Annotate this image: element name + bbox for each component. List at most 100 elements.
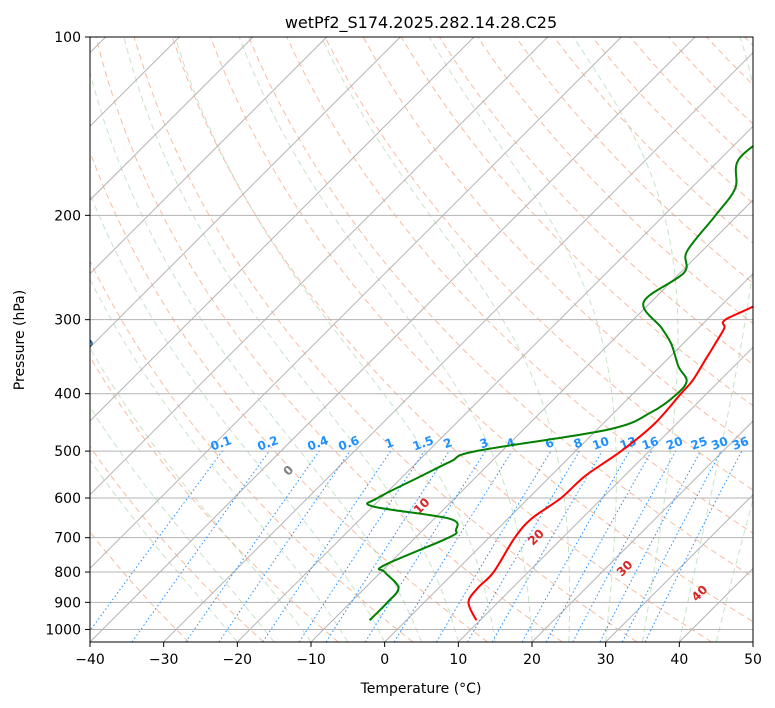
- mixing-ratio-label: 25: [689, 434, 709, 453]
- x-tick-label: −40: [75, 652, 105, 668]
- isotherm-line: [310, 199, 753, 642]
- x-tick-label: 40: [670, 652, 688, 668]
- moist-adiabat-line: [90, 278, 349, 642]
- isotherm-line: [605, 493, 753, 642]
- mixing-ratio-line: [185, 450, 320, 642]
- isotherm-line: [531, 420, 753, 642]
- dry-adiabat-line: [133, 37, 638, 642]
- moist-adiabat-line: [678, 37, 753, 642]
- isotherm-line: [90, 37, 622, 570]
- mixing-ratio-line: [90, 450, 223, 632]
- moist-adiabat-line: [572, 37, 679, 642]
- y-tick-label: 900: [54, 595, 81, 611]
- mixing-ratio-label: 0.4: [306, 433, 331, 453]
- x-axis: −40 −30 −20 −10 0 10 20 30 40 50: [75, 642, 762, 668]
- mixing-ratio-line: [325, 450, 450, 642]
- moist-adiabat-line: [238, 37, 533, 642]
- isotherm-line: [90, 37, 549, 496]
- mixing-ratio-line: [644, 450, 743, 642]
- isotherm-line: [90, 37, 328, 275]
- y-tick-label: 1000: [45, 622, 81, 638]
- dry-adiabat-line: [90, 445, 264, 642]
- mixing-ratio-line: [131, 450, 270, 642]
- mixing-ratio-label: 0.2: [256, 433, 281, 453]
- mixing-ratio-labels: 0.1 0.2 0.4 0.6 1 1.5 2 3 4 6 8 10 13 16 20 25 30 36: [209, 433, 751, 453]
- mixing-ratio-lines: [90, 450, 743, 642]
- mixing-ratio-line: [521, 450, 630, 642]
- chart-title: wetPf2_S174.2025.282.14.28.C25: [285, 13, 557, 33]
- moist-adiabat-line: [428, 37, 617, 642]
- mixing-ratio-line: [218, 450, 351, 642]
- mixing-ratio-label: 20: [664, 434, 684, 453]
- isotherm-line: [384, 272, 753, 642]
- isotherm-line: [457, 346, 753, 642]
- dewpoint-line: [365, 144, 753, 621]
- dry-adiabat-labels: -100-90-80-70-60-50-40-30-20-10: [72, 335, 97, 360]
- y-tick-label: 300: [54, 313, 81, 329]
- moist-adiabat-line: [90, 70, 422, 642]
- mixing-ratio-line: [393, 450, 513, 642]
- y-tick-label: 700: [54, 531, 81, 547]
- x-tick-label: −30: [149, 652, 179, 668]
- x-axis-label: Temperature (°C): [360, 681, 482, 697]
- dry-adiabats: [90, 37, 753, 642]
- moist-adiabat-line: [90, 406, 275, 642]
- dry-adiabat-line: [210, 37, 753, 623]
- mixing-ratio-line: [298, 450, 425, 642]
- y-tick-label: 200: [54, 208, 81, 224]
- isotherm-line: [163, 51, 753, 642]
- mixing-ratio-label: 10: [591, 434, 611, 453]
- dry-adiabat-line: [515, 37, 753, 284]
- plot-area: -100-90-80-70-60-50-40-30-20-10 0.1 0.2 0.…: [72, 37, 753, 642]
- mixing-ratio-label: 36: [730, 434, 750, 453]
- dry-adiabat-line: [90, 259, 414, 642]
- y-tick-label: 600: [54, 491, 81, 507]
- moist-adiabat-line: [320, 37, 571, 642]
- temperature-line: [467, 305, 753, 621]
- profile-series: [365, 144, 753, 621]
- y-tick-label: 500: [54, 444, 81, 460]
- mixing-ratio-line: [572, 450, 677, 642]
- moist-adiabat-line: [90, 459, 238, 642]
- x-tick-label: 50: [744, 652, 762, 668]
- isotherm-grid: [90, 37, 753, 642]
- isobar-grid: [90, 37, 753, 630]
- moist-adiabat-line: [123, 37, 459, 642]
- x-tick-label: −20: [223, 652, 253, 668]
- mixing-ratio-line: [545, 450, 653, 642]
- x-tick-label: 10: [449, 652, 467, 668]
- y-axis-label: Pressure (hPa): [12, 290, 28, 390]
- mixing-ratio-label: 30: [709, 434, 729, 453]
- dry-adiabat-line: [248, 37, 753, 578]
- isotherm-line: [236, 125, 753, 642]
- y-axis: 1000 900 800 700 600 500 400 300 200 100: [45, 30, 90, 638]
- dry-adiabat-line: [286, 37, 753, 534]
- dry-adiabat-line: [90, 356, 339, 642]
- dry-adiabat-line: [171, 37, 712, 642]
- y-tick-label: 400: [54, 387, 81, 403]
- x-tick-label: 30: [597, 652, 615, 668]
- dry-adiabat-label: -10: [72, 335, 97, 360]
- y-tick-label: 100: [54, 30, 81, 46]
- isotherm-line: [90, 37, 696, 642]
- dry-adiabat-line: [324, 37, 753, 491]
- mixing-ratio-label: 0.1: [209, 433, 234, 453]
- mixing-ratio-label: 13: [618, 434, 638, 453]
- mixing-ratio-line: [262, 450, 392, 642]
- x-tick-label: 20: [523, 652, 541, 668]
- mixing-ratio-label: 0.6: [336, 433, 361, 453]
- isotherm-line: [90, 37, 401, 349]
- isotherm-line: [90, 37, 475, 422]
- y-tick-label: 800: [54, 565, 81, 581]
- plot-frame: [89, 36, 754, 643]
- mixing-ratio-label: 1.5: [411, 433, 436, 453]
- moist-adiabat-line: [715, 497, 753, 642]
- mixing-ratio-label: 16: [640, 434, 660, 453]
- moist-adiabat-line: [174, 37, 496, 642]
- x-tick-label: 0: [380, 652, 389, 668]
- dry-adiabat-line: [95, 37, 563, 642]
- moist-adiabat-line: [90, 192, 386, 642]
- isotherm-line: [90, 37, 254, 201]
